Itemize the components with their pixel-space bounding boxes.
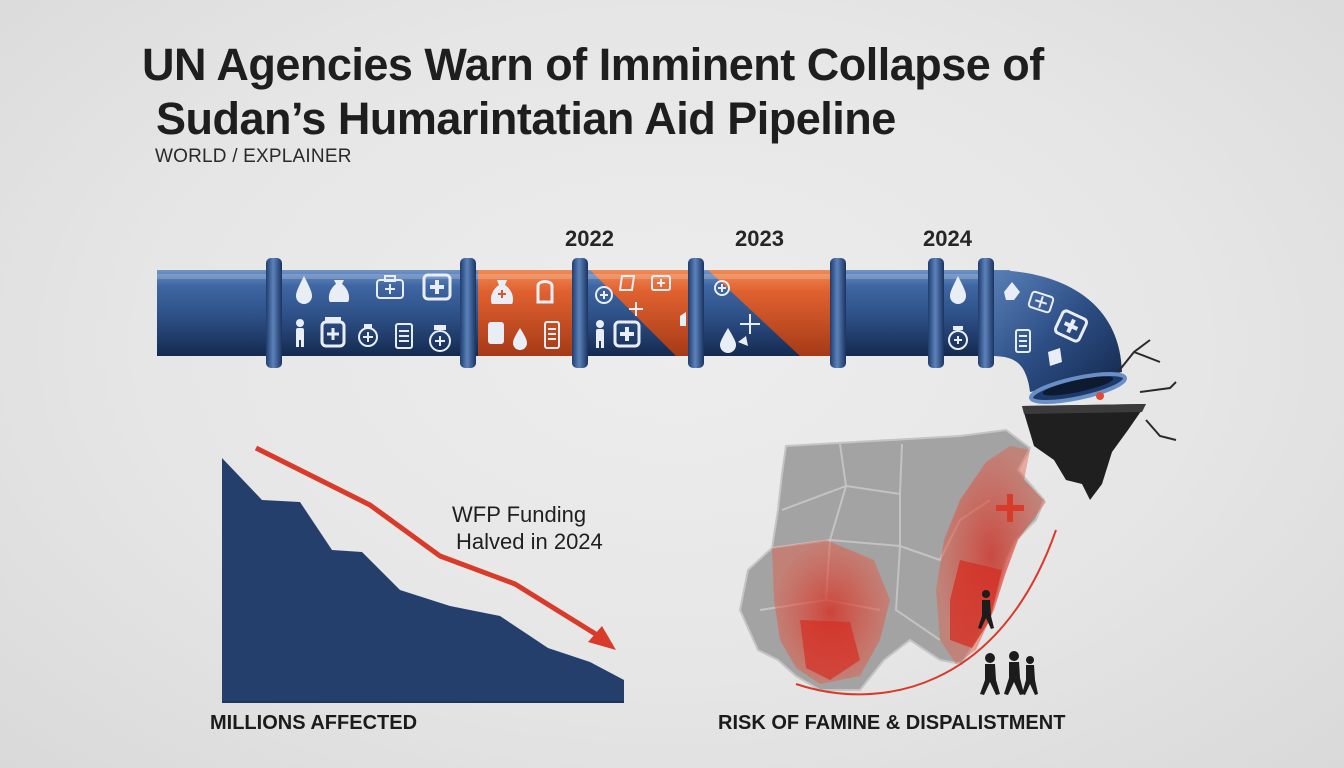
- pipe-flange: [572, 258, 588, 368]
- section-label[interactable]: WORLD / EXPLAINER: [155, 146, 352, 167]
- health-badge-icon: [595, 286, 613, 304]
- fuel-can-icon: [536, 280, 554, 304]
- canister-icon: [1015, 329, 1031, 353]
- medical-cross-icon: [996, 494, 1024, 522]
- walking-person: [980, 653, 1000, 695]
- medicine-jar-icon: [488, 322, 504, 344]
- millions-affected-label: MILLIONS AFFECTED: [210, 712, 418, 734]
- fuel-can-icon: [1048, 348, 1062, 366]
- drop-icon: [513, 328, 527, 350]
- medical-cross-icon: [422, 273, 452, 301]
- funding-annotation: WFP Funding Halved in 2024: [452, 501, 603, 555]
- year-2022-label: 2022: [565, 226, 614, 251]
- drop-icon: [950, 276, 966, 304]
- headline: UN Agencies Warn of Imminent Collapse of…: [142, 38, 1044, 146]
- drop-icon: [720, 328, 736, 353]
- walking-person: [978, 590, 994, 629]
- health-badge-icon: [948, 326, 968, 350]
- medical-cross-icon: [1053, 309, 1089, 343]
- pipe-wedge-2023: [708, 270, 830, 356]
- drop-icon: [296, 276, 312, 304]
- arrow-head: [588, 626, 616, 650]
- funding-annotation-line-1: WFP Funding: [452, 502, 587, 527]
- sack-icon: [1004, 282, 1020, 300]
- pipe-flanges: [266, 258, 994, 368]
- risk-arc: [795, 529, 1057, 696]
- walking-person: [1004, 651, 1024, 695]
- pipe-flange: [688, 258, 704, 368]
- fuel-can-icon: [680, 312, 686, 326]
- cracked-ground-icon: [1022, 339, 1177, 500]
- first-aid-kit-icon: [1027, 290, 1055, 314]
- canister-icon: [544, 321, 560, 349]
- displaced-people-icon: [978, 590, 1038, 695]
- headline-line-1: UN Agencies Warn of Imminent Collapse of: [142, 39, 1044, 90]
- person-icon: [296, 319, 304, 347]
- year-2024-label: 2024: [923, 226, 972, 251]
- trend-chart: [222, 445, 624, 703]
- funding-annotation-line-2: Halved in 2024: [456, 529, 603, 554]
- health-badge-icon: [714, 280, 730, 296]
- first-aid-kit-icon: [376, 275, 404, 299]
- aid-pipeline: [157, 258, 1127, 404]
- medical-cross-icon: [613, 320, 641, 348]
- medicine-jar-icon: [320, 317, 346, 348]
- funding-arrow: [254, 445, 616, 650]
- pipe-flange: [266, 258, 282, 368]
- medical-cross-icon: [629, 302, 643, 316]
- famine-risk-label: RISK OF FAMINE & DISPALISTMENT: [718, 712, 1066, 734]
- year-2023-label: 2023: [735, 226, 784, 251]
- person-icon: [596, 320, 604, 348]
- pipe-flange: [460, 258, 476, 368]
- pipe-wedge-2022: [590, 270, 690, 356]
- hospital-badge-icon: [429, 325, 451, 352]
- medical-cross-icon: [740, 314, 760, 334]
- health-badge-icon: [358, 324, 378, 347]
- walking-person: [1022, 656, 1038, 695]
- affected-area: [222, 458, 624, 702]
- sudan-map: [738, 339, 1177, 696]
- pipe-icons: [296, 273, 1089, 366]
- sack-icon: [328, 280, 350, 302]
- first-aid-kit-icon: [651, 275, 671, 291]
- canister-icon: [395, 323, 413, 349]
- famine-risk-zone-west: [772, 540, 890, 684]
- headline-line-2: Sudan’s Humarintatian Aid Pipeline: [156, 93, 896, 144]
- pipe-flange: [830, 258, 846, 368]
- sack-icon: [618, 275, 636, 291]
- pipe-flange: [928, 258, 944, 368]
- pipe-flange: [978, 258, 994, 368]
